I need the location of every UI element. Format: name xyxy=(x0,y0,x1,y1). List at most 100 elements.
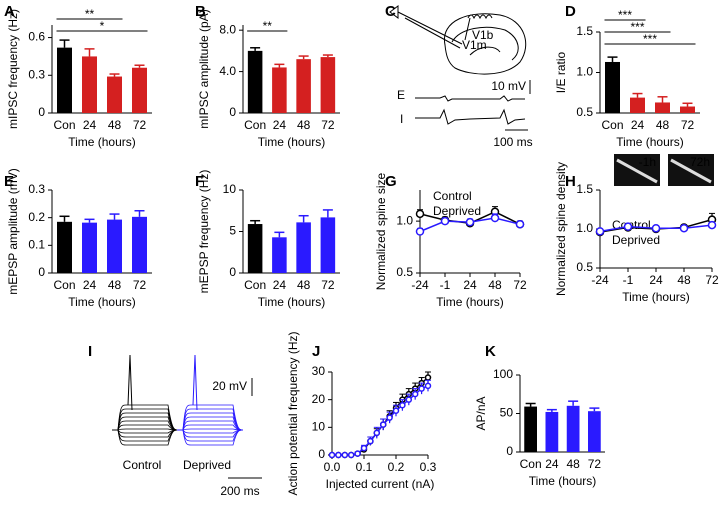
bar xyxy=(680,106,695,113)
marker xyxy=(392,407,400,414)
y-tick-label: 0 xyxy=(38,265,45,279)
trace xyxy=(112,428,179,431)
x-tick-label: 48 xyxy=(297,278,311,292)
legend-label: Deprived xyxy=(612,233,660,247)
y-tick-label: 0.1 xyxy=(28,238,45,252)
trace-e xyxy=(415,95,525,102)
scale-label-y: 20 mV xyxy=(212,379,247,393)
x-axis-label: Time (hours) xyxy=(436,295,504,309)
y-tick-label: 0 xyxy=(506,444,513,458)
x-tick-label: 48 xyxy=(488,278,502,292)
marker xyxy=(418,385,425,392)
trace xyxy=(177,429,244,438)
x-tick-label: -1 xyxy=(440,278,451,292)
significance-label: ** xyxy=(263,19,273,33)
bar xyxy=(320,217,336,273)
bar xyxy=(272,67,287,113)
panel-letter: G xyxy=(385,173,397,190)
scale-label-x: 100 ms xyxy=(493,135,532,149)
trace xyxy=(177,416,244,431)
x-tick-label: 48 xyxy=(656,118,670,132)
y-tick-label: 0.3 xyxy=(28,67,45,81)
x-tick-label: 48 xyxy=(297,118,311,132)
bar xyxy=(247,224,263,273)
dendrite xyxy=(616,158,658,184)
marker xyxy=(354,450,361,457)
marker xyxy=(411,390,419,398)
x-tick-label: Con xyxy=(601,118,623,132)
x-tick-label: 48 xyxy=(108,118,122,132)
x-tick-label: 72 xyxy=(705,273,719,287)
x-tick-label: 72 xyxy=(513,278,527,292)
marker xyxy=(386,414,393,421)
spike xyxy=(127,354,133,411)
marker xyxy=(405,396,413,403)
group-label: Control xyxy=(123,458,162,472)
marker xyxy=(415,209,425,219)
bar xyxy=(655,102,670,113)
y-tick-label: 5 xyxy=(229,224,236,238)
marker xyxy=(440,216,450,226)
electrode xyxy=(389,5,463,45)
x-tick-label: -24 xyxy=(591,273,609,287)
marker xyxy=(399,401,406,409)
marker xyxy=(595,227,605,236)
y-tick-label: 1.0 xyxy=(576,65,593,79)
x-axis-label: Time (hours) xyxy=(529,474,597,488)
x-tick-label: 0.3 xyxy=(420,460,437,474)
x-tick-label: -24 xyxy=(411,278,429,292)
x-tick-label: 48 xyxy=(566,457,580,471)
x-tick-label: Con xyxy=(244,118,266,132)
x-tick-label: 72 xyxy=(321,118,335,132)
y-tick-label: 10 xyxy=(223,182,237,196)
trace xyxy=(177,429,244,442)
y-axis-label: AP/nA xyxy=(474,396,488,430)
bar xyxy=(566,405,580,452)
inset-label: 72h xyxy=(690,155,710,169)
y-tick-label: 50 xyxy=(500,406,514,420)
significance-label: *** xyxy=(643,32,657,46)
trace-label: E xyxy=(397,88,405,102)
marker xyxy=(490,213,500,223)
bar xyxy=(82,222,97,273)
x-tick-label: 72 xyxy=(133,278,147,292)
x-tick-label: 0.2 xyxy=(388,460,405,474)
y-tick-label: 0.2 xyxy=(28,210,45,224)
trace xyxy=(177,429,244,446)
y-axis-label: mIPSC frequency (Hz) xyxy=(6,9,20,129)
y-tick-label: 10 xyxy=(312,420,326,434)
panel-letter: I xyxy=(88,343,92,360)
marker xyxy=(679,223,689,233)
panel-letter: E xyxy=(4,173,14,190)
x-tick-label: Con xyxy=(520,457,542,471)
bar xyxy=(107,76,122,113)
marker xyxy=(335,451,342,459)
panel-letter: K xyxy=(485,343,496,360)
bar xyxy=(132,67,147,113)
y-tick-label: 0 xyxy=(229,265,236,279)
electrode-tip xyxy=(404,17,461,49)
group-label: Deprived xyxy=(183,458,231,472)
y-axis-label: Normalized spine density xyxy=(554,162,568,296)
bar xyxy=(524,406,537,452)
y-axis-label: mIPSC amplitude (pA) xyxy=(197,9,211,128)
marker xyxy=(328,451,336,459)
trace xyxy=(112,429,179,446)
panel-letter: H xyxy=(565,173,576,190)
trace xyxy=(112,429,179,438)
marker xyxy=(465,217,475,227)
brain-outline xyxy=(444,13,527,75)
marker xyxy=(415,227,425,236)
trace xyxy=(112,416,179,431)
significance-label: *** xyxy=(618,8,632,22)
panel-letter: F xyxy=(195,173,204,190)
bar xyxy=(296,59,311,113)
x-tick-label: 48 xyxy=(108,278,122,292)
y-tick-label: 0 xyxy=(38,105,45,119)
x-axis-label: Time (hours) xyxy=(258,295,326,309)
region-label: V1b xyxy=(472,28,494,42)
y-tick-label: 0.6 xyxy=(28,30,45,44)
x-tick-label: 24 xyxy=(463,278,477,292)
x-tick-label: 72 xyxy=(681,118,695,132)
